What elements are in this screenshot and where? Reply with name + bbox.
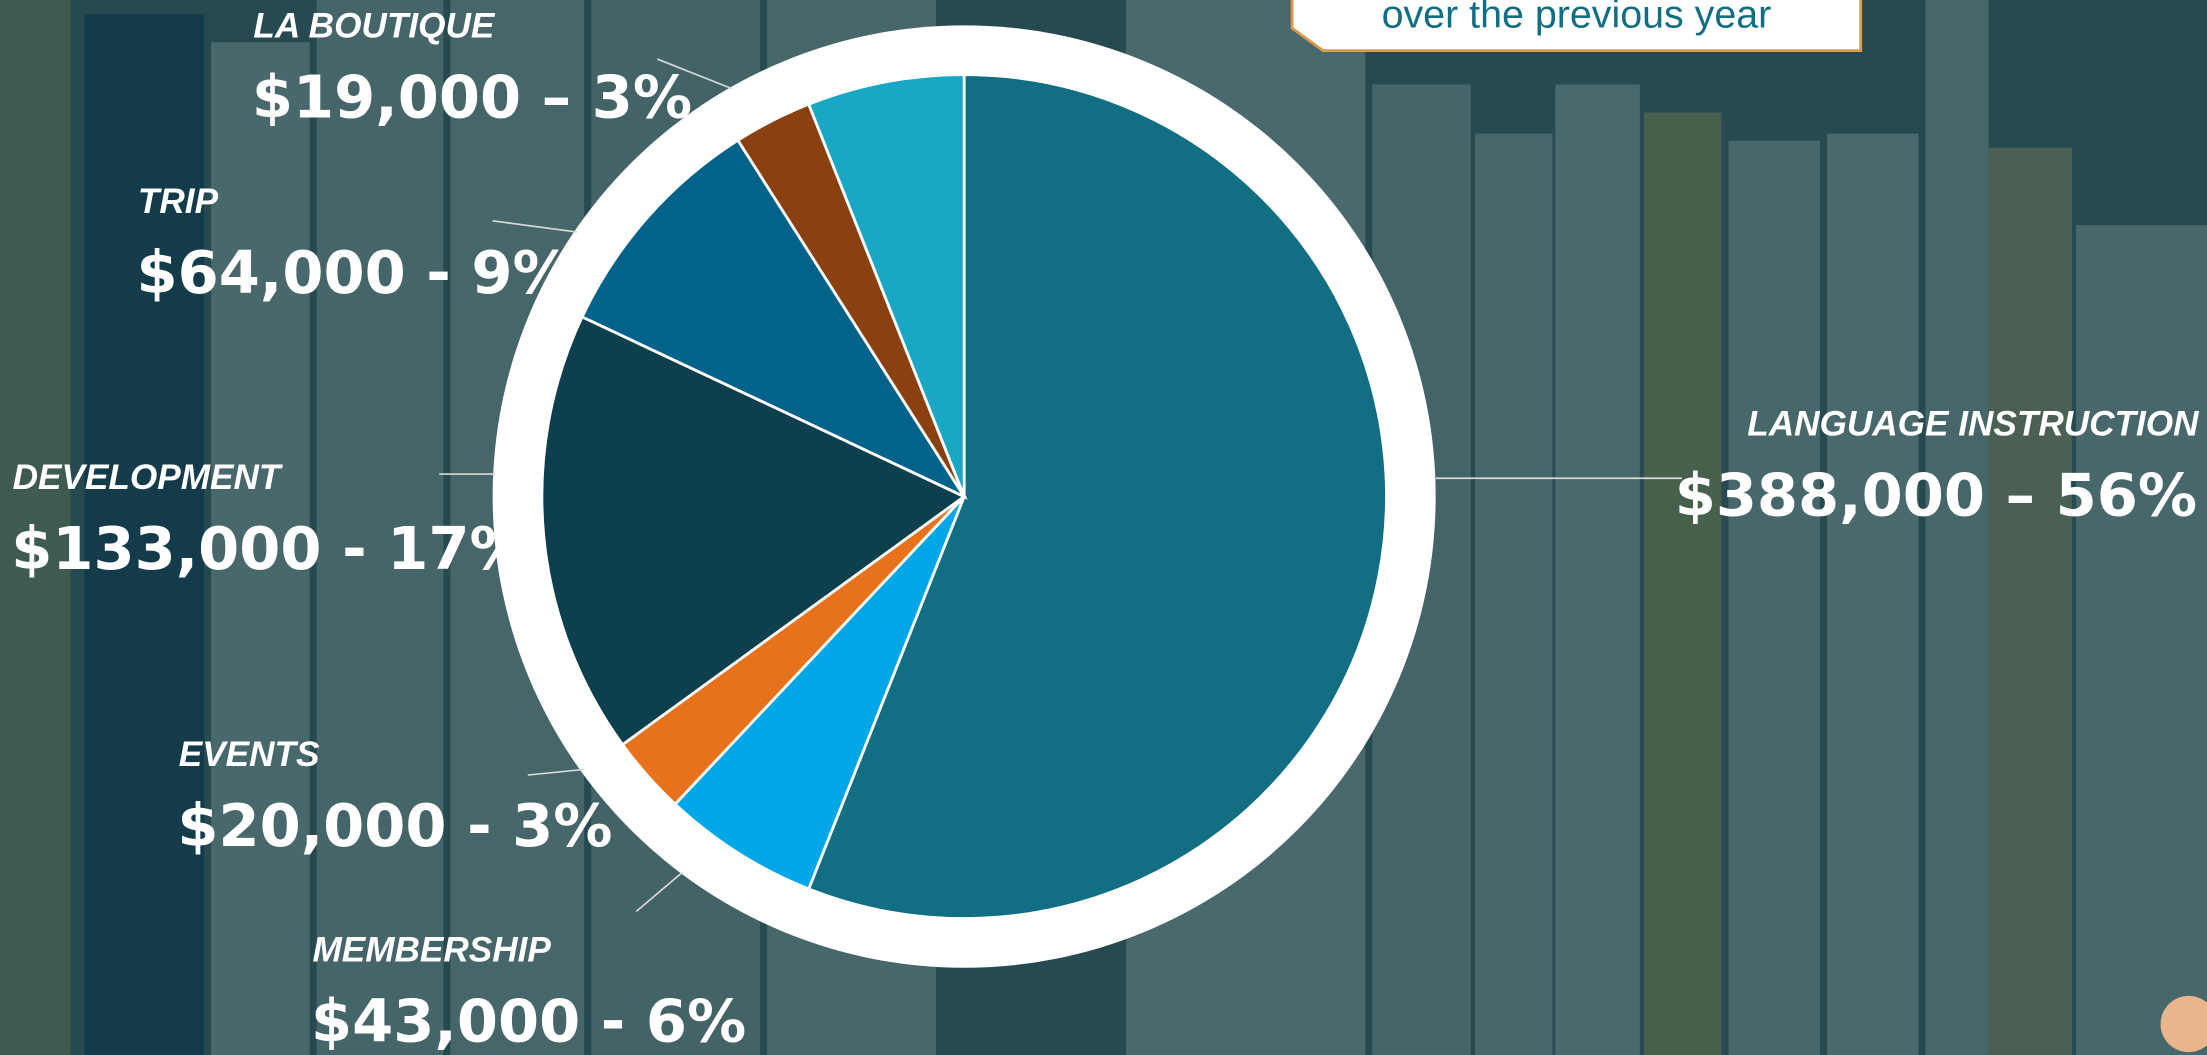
page: {"chart_data": {"type": "pie", "box_text… (0, 0, 2207, 1055)
slice-value-label: $19,000 – 3% (252, 62, 692, 131)
slice-category: DEVELOPMENT (13, 458, 283, 497)
slice-value-label: $388,000 – 56% (1675, 460, 2197, 529)
slice-category: TRIP (138, 182, 219, 221)
slice-category: EVENTS (179, 735, 320, 774)
slice-value-label: $20,000 - 3% (177, 791, 612, 860)
slice-value-label: $133,000 - 17% (11, 514, 528, 583)
slice-category: LA BOUTIQUE (253, 6, 495, 45)
slice-value-label: $64,000 - 9% (137, 238, 572, 307)
pie (542, 75, 1387, 919)
note-box: over the previous year (1292, 0, 1861, 51)
note-text: over the previous year (1382, 0, 1772, 36)
slice-category: LANGUAGE INSTRUCTION (1747, 405, 2199, 444)
slice-value-label: $43,000 - 6% (311, 987, 746, 1055)
slide: over the previous year LANGUAGE INSTRUCT… (0, 0, 2207, 1055)
slice-category: MEMBERSHIP (312, 931, 551, 970)
